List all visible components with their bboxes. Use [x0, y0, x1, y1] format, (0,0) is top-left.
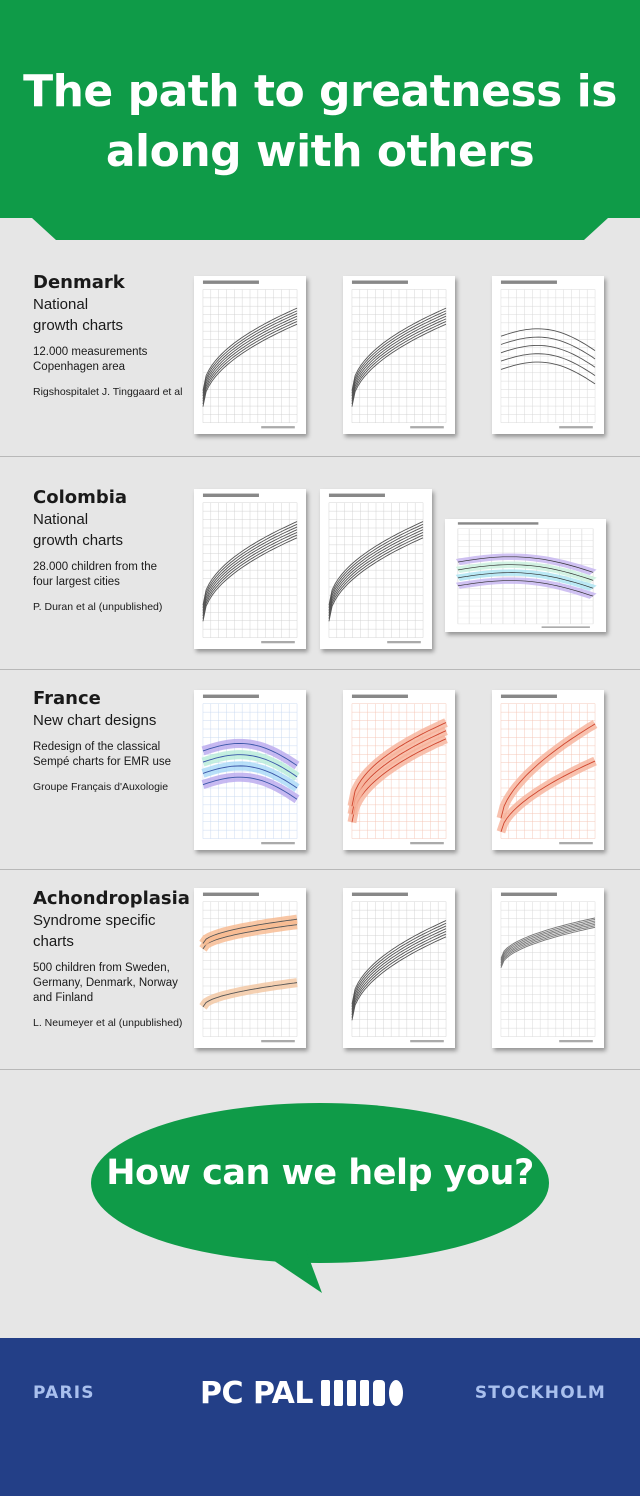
growth-chart-thumbnail: [194, 888, 306, 1048]
section-achondroplasia: Achondroplasia Syndrome specific charts …: [0, 870, 640, 1070]
footer: PARIS PC PAL STOCKHOLM: [0, 1338, 640, 1496]
growth-chart-thumbnail: [320, 489, 432, 649]
chart-thumbnail-graphic: [351, 280, 447, 429]
section-description: 28.000 children from the four largest ci…: [33, 561, 158, 588]
section-credit: Rigshospitalet J. Tinggaard et al: [33, 386, 183, 398]
section-title: Achondroplasia: [33, 888, 190, 909]
section-subtitle: National growth charts: [33, 511, 124, 549]
section-credit: Groupe Français d'Auxologie: [33, 781, 169, 793]
speech-bubble: [91, 1103, 549, 1293]
cta-text: How can we help you?: [106, 1153, 534, 1193]
section-subtitle: New chart designs: [33, 712, 157, 729]
logo-text: PC PAL: [200, 1375, 314, 1411]
chart-thumbnail-graphic: [500, 280, 596, 429]
growth-chart-thumbnail: [492, 276, 604, 434]
header-banner: The path to greatness is along with othe…: [0, 0, 640, 240]
growth-chart-thumbnail: [343, 276, 455, 434]
growth-chart-thumbnail: [194, 690, 306, 850]
growth-chart-thumbnail: [492, 690, 604, 850]
growth-chart-thumbnail-landscape: [445, 519, 606, 632]
section-title: Denmark: [33, 272, 125, 293]
section-colombia: Colombia National growth charts 28.000 c…: [0, 457, 640, 670]
section-subtitle: National growth charts: [33, 296, 124, 334]
chart-thumbnail-graphic: [455, 522, 597, 628]
page-title: The path to greatness is along with othe…: [23, 66, 617, 177]
section-credit: L. Neumeyer et al (unpublished): [33, 1017, 183, 1029]
chart-thumbnail-graphic: [202, 280, 298, 429]
growth-chart-thumbnail: [194, 489, 306, 649]
chart-thumbnail-graphic: [201, 694, 300, 845]
section-subtitle: Syndrome specific charts: [33, 912, 156, 950]
section-france: France New chart designs Redesign of the…: [0, 670, 640, 870]
footer-city-right: STOCKHOLM: [474, 1383, 606, 1403]
growth-chart-thumbnail: [194, 276, 306, 434]
growth-chart-thumbnail: [343, 690, 455, 850]
section-description: 500 children from Sweden, Germany, Denma…: [33, 962, 178, 1004]
chart-thumbnail-graphic: [202, 493, 298, 644]
logo-bars-icon: [321, 1380, 404, 1406]
chart-thumbnail-graphic: [347, 694, 448, 845]
section-denmark: Denmark National growth charts 12.000 me…: [0, 258, 640, 457]
chart-thumbnail-graphic: [496, 694, 598, 845]
chart-thumbnail-graphic: [328, 493, 424, 644]
growth-chart-thumbnail: [343, 888, 455, 1048]
chart-thumbnail-graphic: [351, 892, 447, 1043]
section-description: 12.000 measurements Copenhagen area: [33, 346, 148, 373]
section-description: Redesign of the classical Sempé charts f…: [33, 741, 172, 768]
section-title: Colombia: [33, 487, 128, 508]
section-credit: P. Duran et al (unpublished): [33, 601, 163, 613]
chart-thumbnail-graphic: [500, 892, 596, 1043]
pcpal-logo: PC PAL: [200, 1375, 409, 1411]
section-title: France: [33, 688, 101, 709]
chart-thumbnail-graphic: [199, 892, 298, 1043]
header-banner-shape: [0, 0, 640, 240]
growth-chart-thumbnail: [492, 888, 604, 1048]
footer-city-left: PARIS: [33, 1383, 95, 1403]
